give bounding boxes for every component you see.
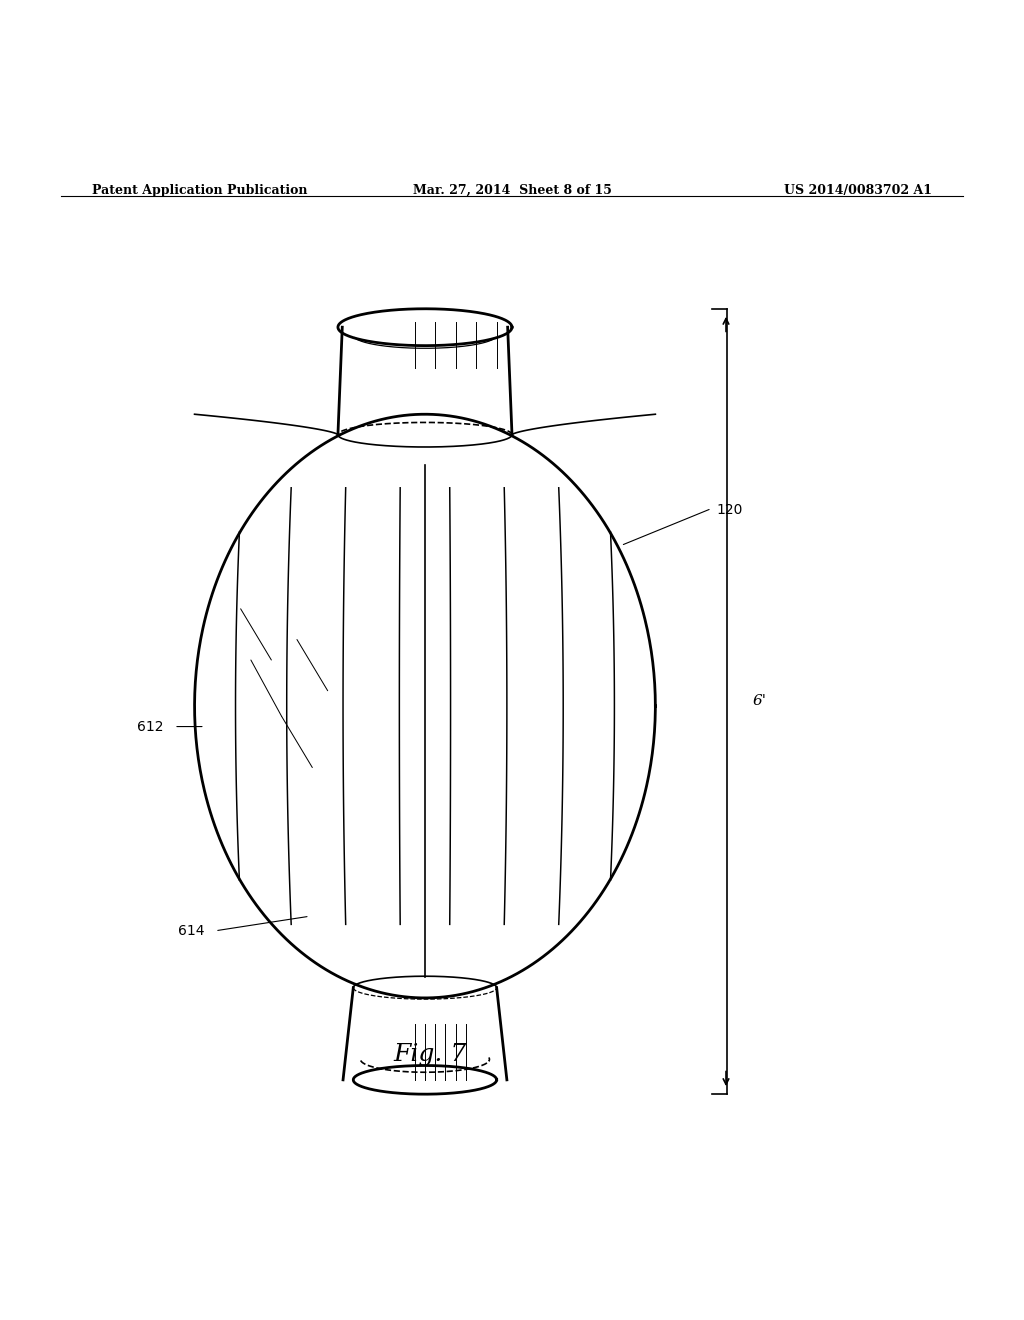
Text: US 2014/0083702 A1: US 2014/0083702 A1: [783, 183, 932, 197]
Text: 612: 612: [137, 719, 164, 734]
Text: Fig. 7: Fig. 7: [393, 1043, 467, 1065]
Text: 120: 120: [717, 503, 743, 517]
Text: 614: 614: [178, 924, 205, 937]
Text: Mar. 27, 2014  Sheet 8 of 15: Mar. 27, 2014 Sheet 8 of 15: [413, 183, 611, 197]
Text: Patent Application Publication: Patent Application Publication: [92, 183, 307, 197]
Text: 6': 6': [753, 694, 767, 709]
